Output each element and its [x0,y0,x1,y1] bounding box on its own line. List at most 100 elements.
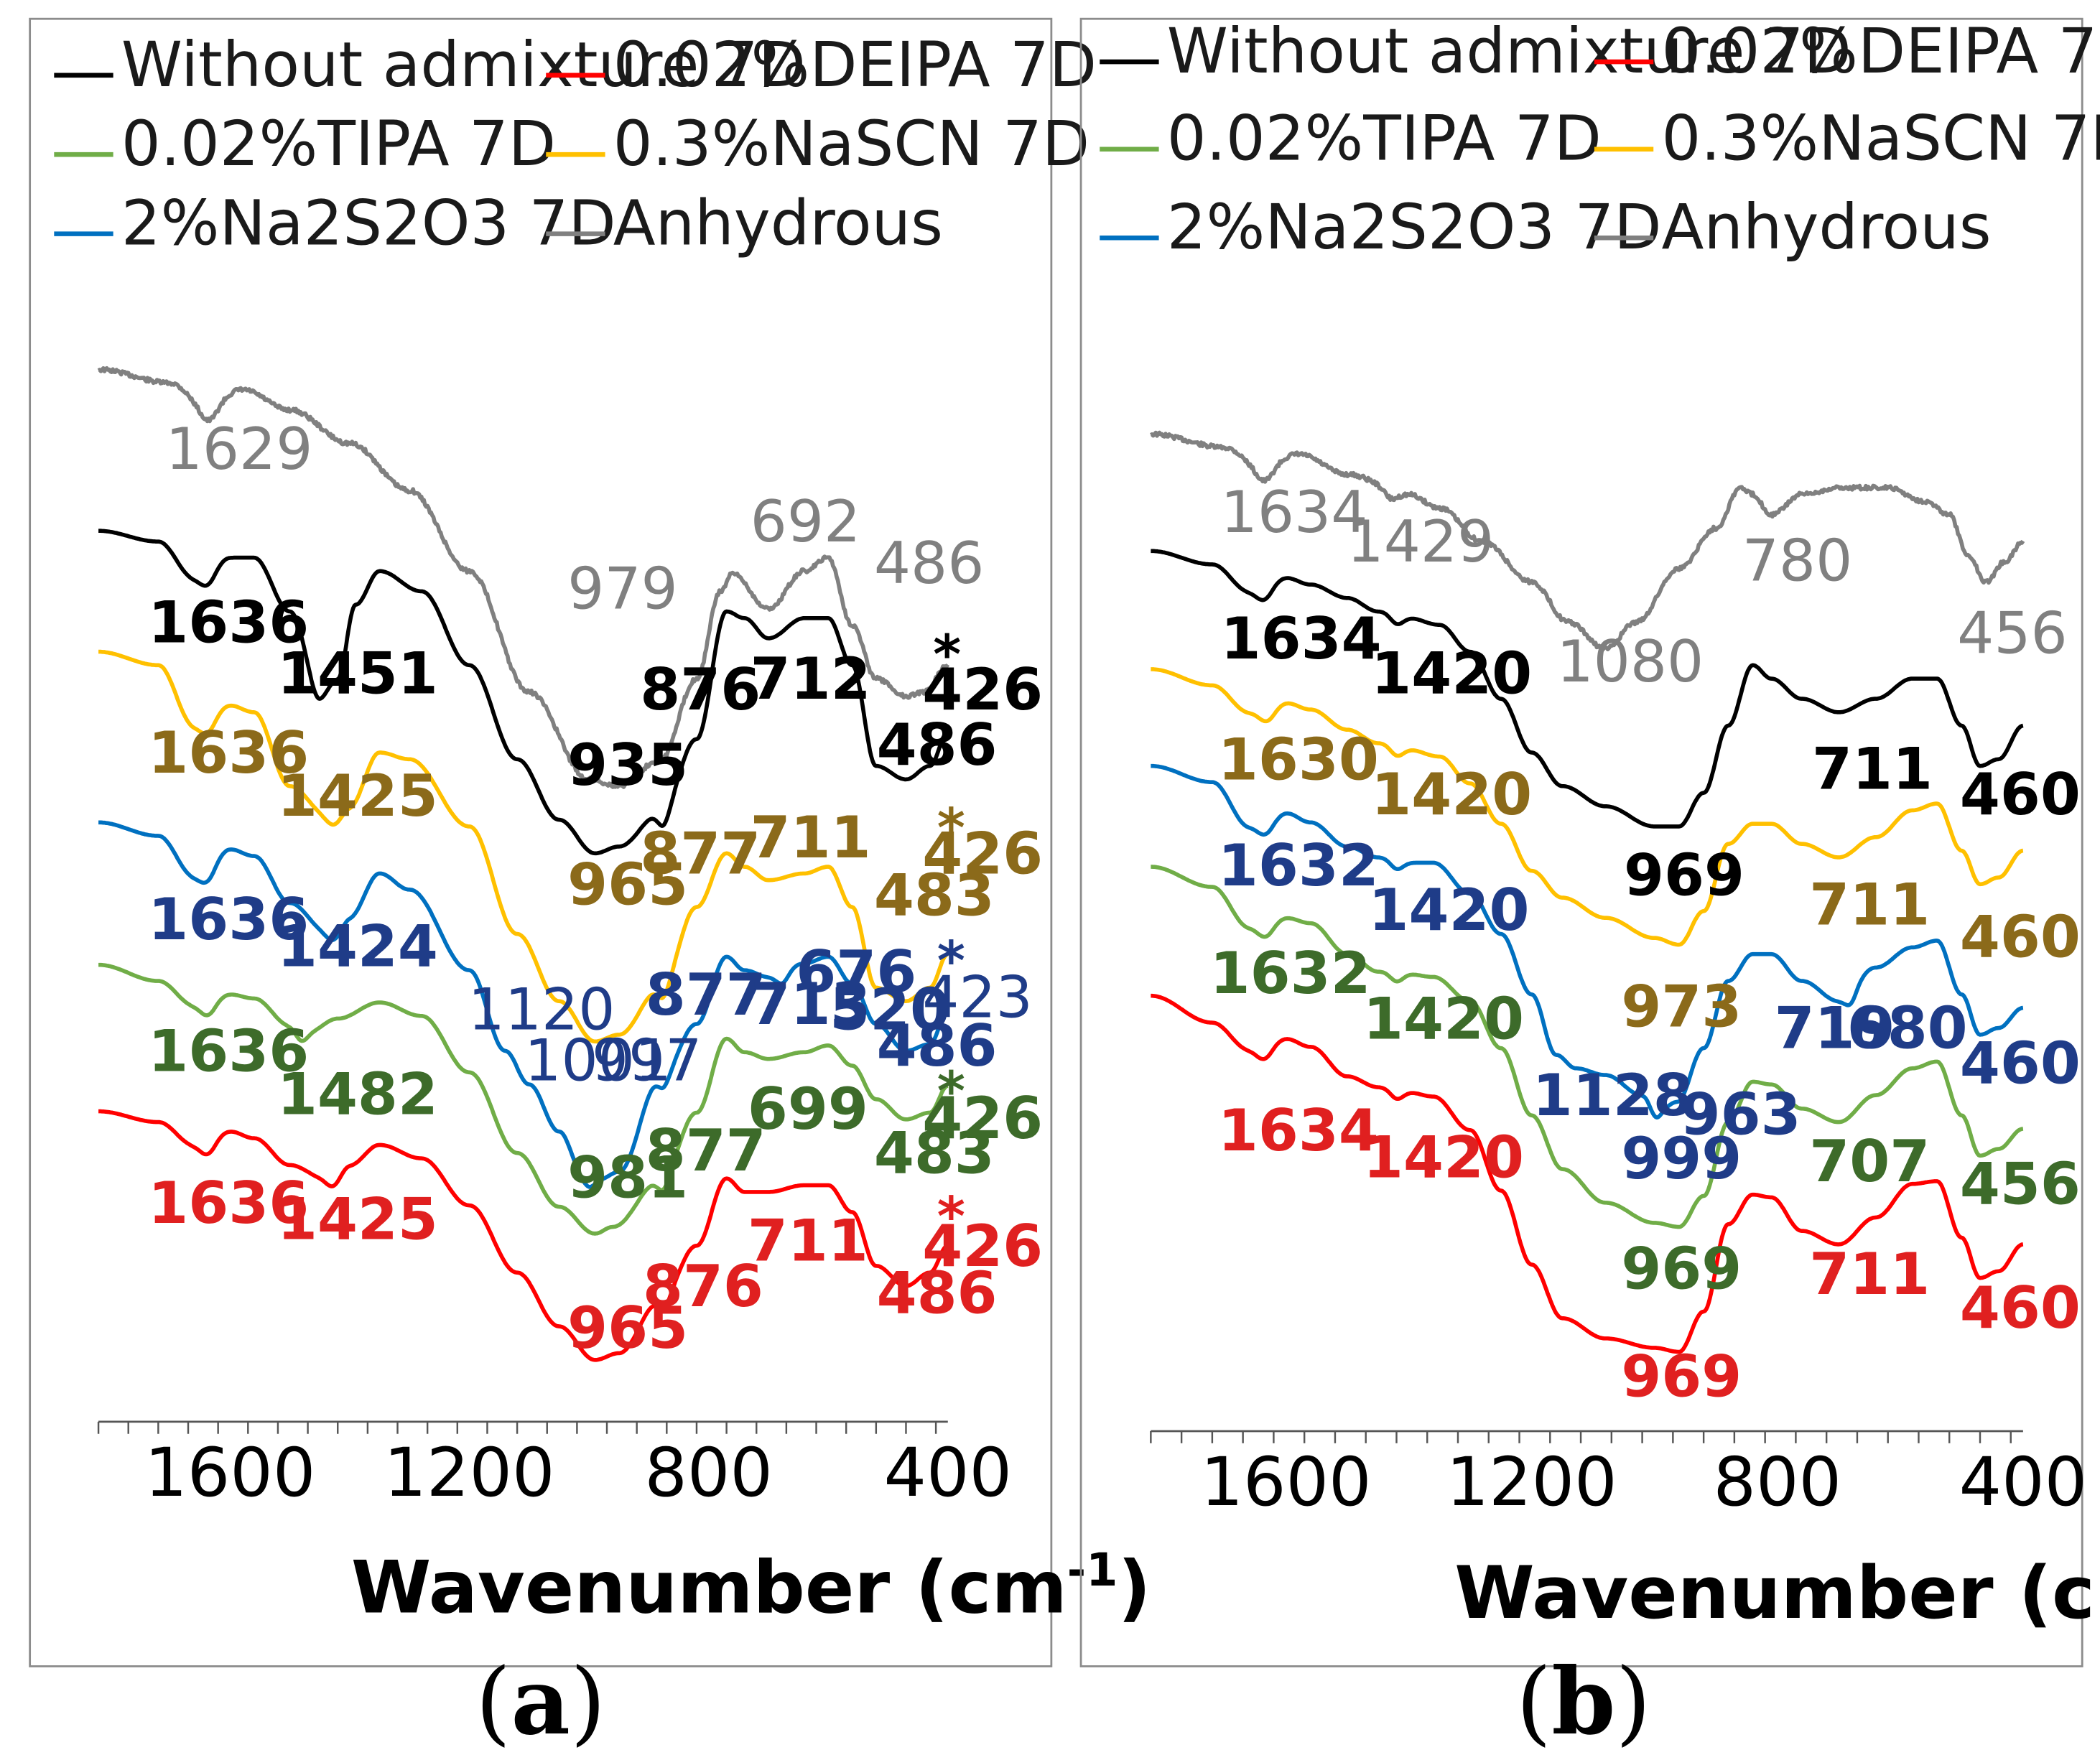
x-tick-label: 400 [1959,1443,2088,1522]
peak-label: 969 [1621,1342,1742,1410]
peak-label: 1629 [166,415,313,483]
peak-label: 711 [1809,1240,1930,1308]
panel-a-peak-labels: 1629 979 692 486 1636 1451 935 876 712 4… [148,415,1043,1361]
peak-label: 1420 [1371,640,1532,707]
series-line-0-02-deipa-7d [1150,993,2024,1354]
series-line-without-admixture-7d [1150,549,2024,829]
peak-label: 876 [640,656,761,723]
peak-label: 973 [1621,973,1742,1041]
peak-label: 969 [1624,841,1744,908]
series-line-anhydrous [97,366,950,789]
peak-star: * [937,1061,965,1123]
peak-label: 981 [567,1143,688,1211]
peak-label: 460 [1960,1029,2081,1097]
legend-label: Without admixture 7D [121,29,806,101]
panel-b-frame [1079,17,2083,1667]
peak-label: 1482 [277,1060,438,1127]
peak-label: 1425 [277,762,438,829]
peak-label: 711 [751,804,871,871]
peak-label: 520 [830,975,950,1043]
peak-label: 692 [751,488,861,555]
peak-label: 426 [922,1212,1043,1280]
peak-label: 963 [1681,1080,1801,1148]
x-axis-title: Wavenumber (cm-1) [351,1544,1151,1629]
peak-label: 680 [1847,995,1968,1062]
series-line-anhydrous [1149,430,2025,653]
peak-label: 1451 [277,640,438,707]
series-line-2-na2s2o3-7d [1150,763,2024,1120]
legend-label: 0.3%NaSCN 7D [613,108,1090,180]
x-tick-label: 400 [883,1434,1012,1512]
peak-label: 877 [646,961,766,1028]
series-line-0-02-tipa-7d [1150,865,2024,1229]
legend-label: 0.02%DEIPA 7D [1661,16,2100,88]
panel-a-series [97,366,950,1362]
series-line-0-3-nascn-7d [1150,667,2024,947]
peak-label: 456 [1957,599,2068,666]
peak-label: 1632 [1210,939,1371,1007]
panel-a-frame [29,17,1053,1667]
series-line-0-3-nascn-7d [97,649,949,1044]
panel-label-a: (a) [475,1649,606,1755]
peak-label: 780 [1742,526,1853,594]
peak-label: 1080 [1557,628,1704,695]
peak-label: 1429 [1347,508,1495,575]
peak-label: 1420 [1369,876,1530,944]
peak-label: 486 [877,711,998,778]
peak-label: 1424 [277,913,438,980]
legend-label: 0.02%DEIPA 7D [613,29,1097,101]
peak-label: 1634 [1221,605,1382,672]
panel-b: Without admixture 7D 0.02%DEIPA 7D 0.02%… [1079,16,2100,1667]
peak-label: 426 [922,656,1043,723]
x-axis-title: Wavenumber (cm-1) [1454,1550,2100,1635]
peak-label: 713 [751,970,871,1038]
peak-label: 707 [1809,1127,1930,1195]
panel-a-x-axis: 1600 1200 800 400 [97,1420,1012,1512]
peak-label: 711 [748,1206,868,1274]
peak-label: 1425 [277,1185,438,1252]
peak-star: * [937,930,965,992]
legend-label: 0.02%TIPA 7D [1167,103,1602,175]
peak-label: 1636 [148,589,309,656]
peak-label: 486 [874,529,985,597]
peak-label: 426 [922,819,1043,887]
legend-label: 2%Na2S2O3 7D [1167,192,1662,264]
peak-star: * [933,624,961,686]
peak-label: 969 [1621,1235,1742,1303]
peak-label: 1636 [148,1169,309,1237]
series-line-2-na2s2o3-7d [97,820,949,1189]
x-tick-label: 800 [1713,1443,1841,1522]
peak-label: 486 [877,1012,998,1079]
legend-label: Without admixture 7D [1167,16,1852,88]
legend-label: 0.02%TIPA 7D [121,108,556,180]
peak-label: 1420 [1363,985,1524,1053]
peak-label: 460 [1960,1274,2081,1341]
peak-label: 711 [1812,735,1933,802]
peak-label: 1636 [148,719,309,786]
panel-a: Without admixture 7D 0.02%DEIPA 7D 0.02%… [29,17,1151,1667]
legend-label: 2%Na2S2O3 7D [121,188,616,260]
peak-label: 426 [922,1084,1043,1152]
peak-label: 877 [646,1117,766,1184]
peak-label: 460 [1960,760,2081,828]
panel-b-x-axis: 1600 1200 800 400 [1150,1430,2088,1522]
series-line-0-02-deipa-7d [97,1109,949,1362]
peak-label: 997 [592,1027,702,1094]
series-line-without-admixture-7d [97,529,949,856]
peak-label: 1120 [468,975,615,1043]
legend-label: Anhydrous [613,188,943,260]
peak-label: 876 [643,1252,763,1320]
peak-label: 877 [640,819,761,887]
peak-label: 460 [1960,903,2081,970]
peak-label: 1630 [1218,725,1379,793]
series-line-0-02-tipa-7d [97,962,949,1236]
peak-label: 1634 [1221,478,1368,546]
peak-label: 456 [1960,1150,2081,1218]
peak-label: 1634 [1218,1097,1379,1164]
peak-label: 965 [567,850,688,918]
legend-label: 0.3%NaSCN 7D [1661,103,2100,175]
peak-label: 483 [874,861,995,928]
peak-label: 1636 [148,1017,309,1084]
peak-label: 712 [751,645,871,712]
peak-star: * [937,797,965,860]
